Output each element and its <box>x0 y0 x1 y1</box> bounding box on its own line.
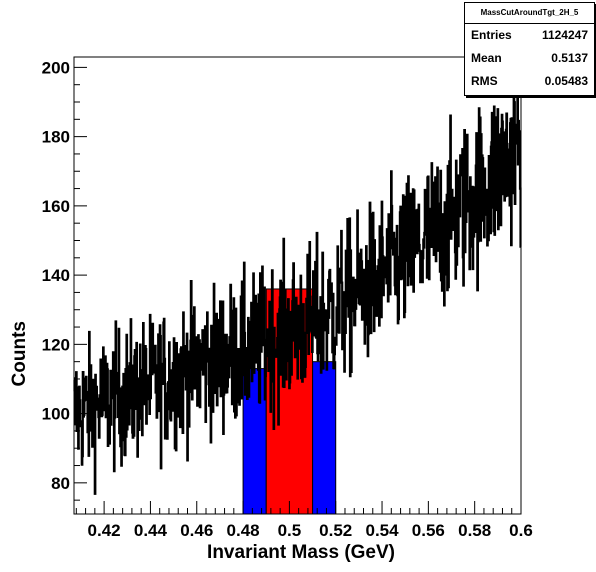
stats-label: RMS <box>471 74 498 88</box>
y-tick-label: 180 <box>42 128 70 147</box>
stats-title: MassCutAroundTgt_2H_5 <box>465 3 594 24</box>
stats-value: 0.05483 <box>544 74 588 88</box>
x-tick-label: 0.42 <box>88 521 121 540</box>
y-tick-label: 100 <box>42 405 70 424</box>
histogram-series <box>73 89 522 495</box>
stats-value: 0.5137 <box>551 51 588 65</box>
x-tick-label: 0.52 <box>319 521 352 540</box>
x-tick-label: 0.48 <box>227 521 260 540</box>
y-tick-label: 80 <box>51 474 70 493</box>
x-tick-label: 0.46 <box>180 521 213 540</box>
histogram-line <box>73 89 522 495</box>
y-tick-label: 120 <box>42 335 70 354</box>
x-axis: 0.42 0.44 0.46 0.48 0.5 0.52 0.54 0.56 0.58 0.6 <box>75 501 533 540</box>
stats-value: 1124247 <box>541 28 588 42</box>
stats-label: Entries <box>471 28 512 42</box>
highlight-bar <box>312 361 337 515</box>
y-tick-label: 140 <box>42 266 70 285</box>
x-tick-label: 0.54 <box>365 521 399 540</box>
y-tick-label: 200 <box>42 58 70 77</box>
plot-frame <box>73 56 522 515</box>
y-axis: 80 100 120 140 160 180 200 <box>42 58 87 501</box>
y-axis-title: Counts <box>9 321 30 386</box>
stats-row-mean: Mean 0.5137 <box>465 47 594 70</box>
statistics-box: MassCutAroundTgt_2H_5 Entries 1124247 Me… <box>464 2 595 96</box>
stats-row-entries: Entries 1124247 <box>465 24 594 47</box>
x-tick-label: 0.6 <box>509 521 533 540</box>
stats-label: Mean <box>471 51 502 65</box>
x-tick-label: 0.44 <box>134 521 168 540</box>
x-tick-label: 0.56 <box>412 521 445 540</box>
y-tick-label: 160 <box>42 197 70 216</box>
x-tick-label: 0.5 <box>278 521 302 540</box>
stats-row-rms: RMS 0.05483 <box>465 70 594 93</box>
x-axis-title: Invariant Mass (GeV) <box>207 542 395 563</box>
x-tick-label: 0.58 <box>458 521 491 540</box>
